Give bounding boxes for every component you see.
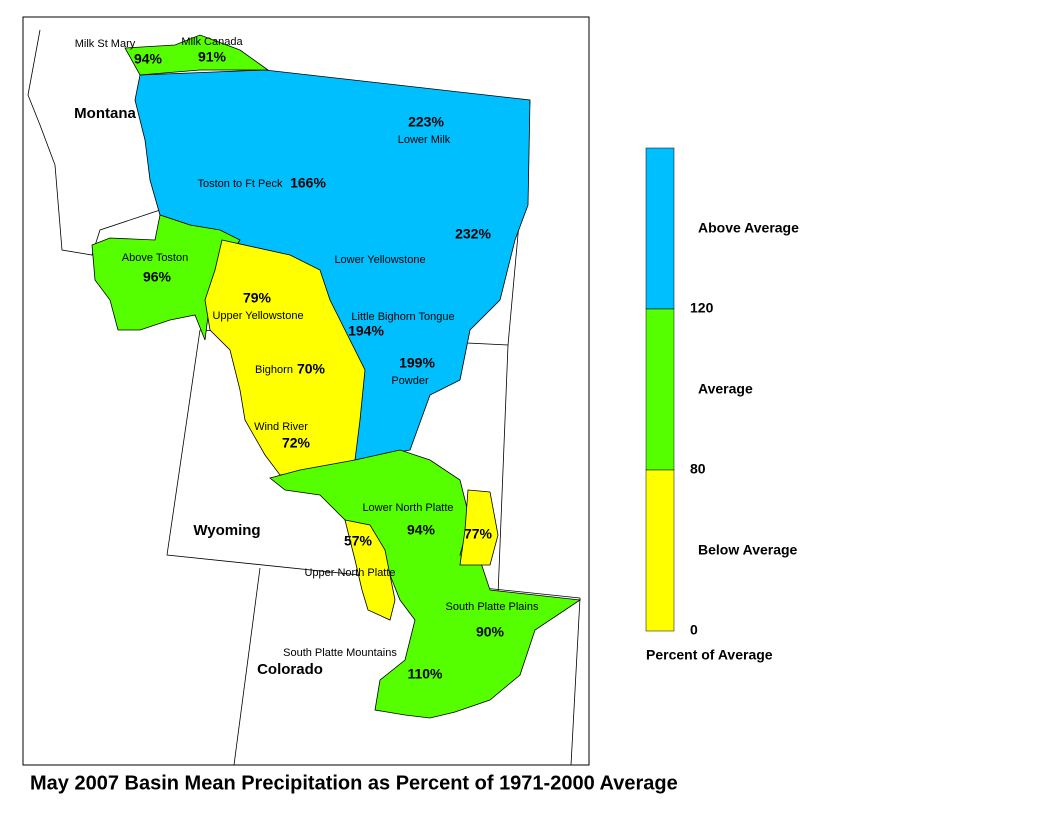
basin-name: South Platte Plains [446, 601, 539, 613]
state-label: Montana [74, 105, 136, 122]
basin-value: 166% [290, 175, 326, 191]
basin-name: South Platte Mountains [283, 647, 397, 659]
basin-name: Toston to Ft Peck [198, 178, 283, 190]
basin-value: 194% [348, 323, 384, 339]
state-label: Wyoming [193, 522, 260, 539]
basin-name: Upper North Platte [304, 567, 395, 579]
basin-name: Powder [391, 375, 429, 387]
basin-value: 199% [399, 355, 435, 371]
basin-name: Lower North Platte [362, 502, 453, 514]
basin-value: 90% [476, 624, 505, 640]
legend-label: Below Average [698, 542, 798, 558]
basin-name: Little Bighorn Tongue [351, 311, 454, 323]
legend-swatch [645, 147, 675, 310]
legend-break: 80 [690, 461, 706, 477]
basin-name: Wind River [254, 421, 308, 433]
legend-caption: Percent of Average [646, 647, 773, 663]
basin-value: 110% [407, 666, 443, 682]
basin-value: 57% [344, 533, 373, 549]
basin-name: Milk Canada [181, 36, 243, 48]
map-title: May 2007 Basin Mean Precipitation as Per… [30, 772, 678, 794]
basin-value: 96% [143, 269, 172, 285]
legend-label: Average [698, 381, 753, 397]
basin-name: Above Toston [122, 252, 188, 264]
basin-value: 232% [455, 226, 491, 242]
basin-value: 72% [282, 435, 311, 451]
basin-value: 79% [243, 290, 272, 306]
legend-swatch [645, 469, 675, 632]
basin-name: Lower Yellowstone [334, 254, 425, 266]
basin-value: 94% [407, 522, 436, 538]
basin-name: Milk St Mary [75, 38, 136, 50]
basin-value: 70% [297, 361, 326, 377]
legend-break: 120 [690, 300, 714, 316]
basin-name: Upper Yellowstone [212, 310, 303, 322]
basin-name: Bighorn [255, 364, 293, 376]
basin-value: 223% [408, 114, 444, 130]
legend-label: Above Average [698, 220, 799, 236]
basin-value: 77% [464, 526, 493, 542]
basin-value: 94% [134, 51, 163, 67]
basin-name: Lower Milk [398, 134, 451, 146]
state-label: Colorado [257, 661, 323, 678]
basins [91, 34, 582, 719]
legend-break: 0 [690, 622, 698, 638]
basin-value: 91% [198, 49, 227, 65]
legend-swatch [645, 308, 675, 471]
